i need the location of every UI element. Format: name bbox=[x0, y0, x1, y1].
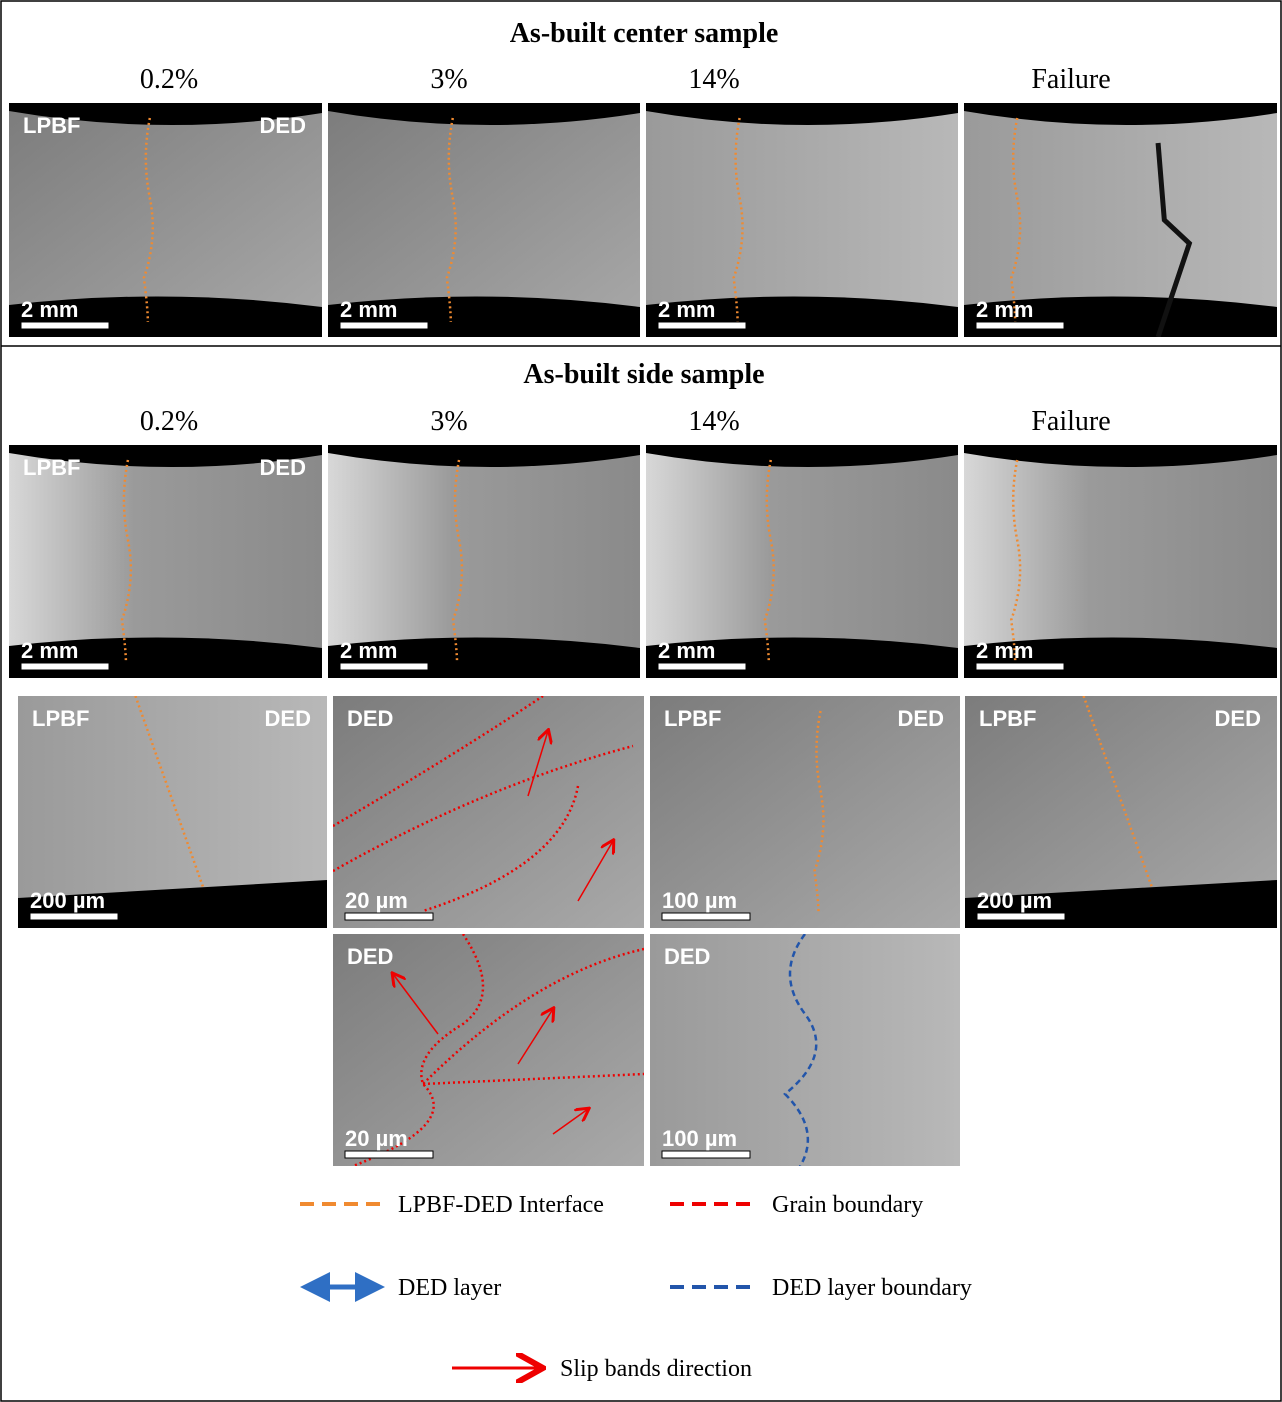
legend-label: Slip bands direction bbox=[560, 1356, 752, 1382]
panel: LPBF DED 200 µm bbox=[965, 696, 1277, 928]
specimen-edge bbox=[964, 103, 1277, 126]
column-label: Failure bbox=[1031, 406, 1110, 437]
specimen-edge bbox=[9, 445, 322, 468]
panel: 2 mm bbox=[964, 445, 1277, 678]
panel: LPBF DED 200 µm bbox=[18, 696, 327, 928]
scale-label: 100 µm bbox=[662, 888, 737, 913]
micrograph bbox=[650, 934, 960, 1166]
panel-label: LPBF bbox=[664, 706, 721, 731]
panel-label: LPBF bbox=[23, 455, 80, 480]
grain-boundary bbox=[333, 696, 544, 828]
column-label: 0.2% bbox=[140, 64, 198, 95]
slip-arrow bbox=[393, 974, 439, 1035]
interface-line bbox=[1082, 696, 1154, 889]
panel-label: LPBF bbox=[32, 706, 89, 731]
panel: DED 100 µm bbox=[650, 934, 960, 1166]
scale-label: 2 mm bbox=[21, 638, 78, 663]
panel: LPBF DED 100 µm bbox=[650, 696, 960, 928]
scale-bar bbox=[661, 1150, 751, 1159]
panel: 2 mm bbox=[328, 103, 640, 337]
column-label: 0.2% bbox=[140, 406, 198, 437]
specimen-edge bbox=[646, 103, 958, 126]
legend-label: LPBF-DED Interface bbox=[398, 1192, 604, 1218]
specimen-edge bbox=[328, 445, 640, 468]
scale-bar bbox=[661, 912, 751, 921]
scale-bar bbox=[975, 321, 1065, 330]
grain-boundary bbox=[422, 947, 644, 1085]
scale-bar bbox=[339, 662, 429, 671]
panel-label: LPBF bbox=[979, 706, 1036, 731]
scale-label: 2 mm bbox=[976, 297, 1033, 322]
scale-bar bbox=[29, 912, 119, 921]
section-title: As-built side sample bbox=[523, 359, 764, 390]
panel-label: DED bbox=[265, 706, 311, 731]
slip-arrow bbox=[552, 1109, 588, 1135]
slip-arrow bbox=[577, 841, 613, 902]
scale-bar bbox=[339, 321, 429, 330]
crack bbox=[1155, 142, 1193, 337]
legend-label: DED layer bbox=[398, 1275, 501, 1301]
scale-bar bbox=[976, 912, 1066, 921]
panel: DED 20 µm bbox=[333, 696, 644, 928]
scale-bar bbox=[657, 662, 747, 671]
slip-arrow bbox=[517, 1009, 553, 1065]
scale-bar bbox=[975, 662, 1065, 671]
panel-label: DED bbox=[260, 455, 306, 480]
panel-label: LPBF bbox=[23, 113, 80, 138]
scale-label: 2 mm bbox=[340, 638, 397, 663]
panel: 2 mm bbox=[964, 103, 1277, 337]
layer-boundary bbox=[783, 934, 818, 1166]
panel: 2 mm bbox=[646, 103, 958, 337]
panel: LPBF DED 2 mm bbox=[9, 445, 322, 678]
scale-label: 200 µm bbox=[30, 888, 105, 913]
interface-line bbox=[134, 696, 205, 889]
scale-bar bbox=[657, 321, 747, 330]
scale-bar bbox=[20, 321, 110, 330]
panel: DED 20 µm bbox=[333, 934, 644, 1166]
scale-label: 2 mm bbox=[21, 297, 78, 322]
scale-label: 2 mm bbox=[658, 638, 715, 663]
panel: 2 mm bbox=[646, 445, 958, 678]
micrograph bbox=[333, 696, 644, 928]
panel-label: DED bbox=[260, 113, 306, 138]
panel: LPBF DED 2 mm bbox=[9, 103, 322, 337]
column-label: 14% bbox=[688, 64, 739, 95]
section-title: As-built center sample bbox=[510, 18, 779, 49]
scale-bar bbox=[20, 662, 110, 671]
specimen-edge bbox=[646, 445, 958, 468]
panel-label: DED bbox=[1215, 706, 1261, 731]
micrograph bbox=[650, 696, 960, 928]
column-label: Failure bbox=[1031, 64, 1110, 95]
scale-label: 2 mm bbox=[658, 297, 715, 322]
scale-bar bbox=[344, 912, 434, 921]
scale-label: 20 µm bbox=[345, 888, 408, 913]
scale-bar bbox=[344, 1150, 434, 1159]
grain-boundary bbox=[422, 1072, 644, 1086]
scale-label: 2 mm bbox=[976, 638, 1033, 663]
column-label: 3% bbox=[430, 64, 467, 95]
scale-label: 20 µm bbox=[345, 1126, 408, 1151]
panel-label: DED bbox=[347, 944, 393, 969]
specimen-edge bbox=[9, 103, 322, 126]
slip-arrow bbox=[527, 731, 548, 797]
column-label: 14% bbox=[688, 406, 739, 437]
panel-label: DED bbox=[664, 944, 710, 969]
micrograph bbox=[333, 934, 644, 1166]
column-label: 3% bbox=[430, 406, 467, 437]
legend-label: DED layer boundary bbox=[772, 1275, 972, 1301]
scale-label: 100 µm bbox=[662, 1126, 737, 1151]
panel-label: DED bbox=[347, 706, 393, 731]
specimen-edge bbox=[328, 103, 640, 126]
scale-label: 200 µm bbox=[977, 888, 1052, 913]
grain-boundary bbox=[422, 785, 580, 913]
panel-label: DED bbox=[898, 706, 944, 731]
specimen-edge bbox=[964, 445, 1277, 468]
panel: 2 mm bbox=[328, 445, 640, 678]
scale-label: 2 mm bbox=[340, 297, 397, 322]
legend-label: Grain boundary bbox=[772, 1192, 923, 1218]
